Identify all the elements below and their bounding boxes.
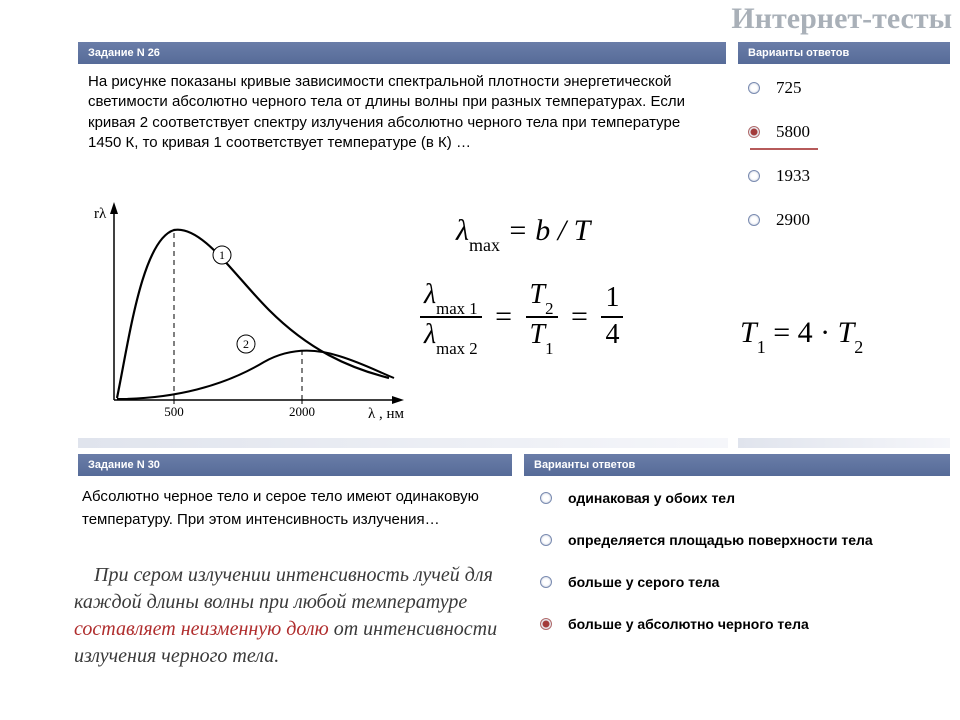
selected-underline: [750, 148, 818, 150]
task1-answers: 725 5800 1933 2900: [748, 78, 948, 254]
answer-text: одинаковая у обоих тел: [568, 490, 735, 506]
answer-text: 5800: [776, 122, 810, 142]
answer-option[interactable]: больше у серого тела: [540, 574, 940, 590]
answer-option[interactable]: 725: [748, 78, 948, 98]
radio-icon: [748, 214, 760, 226]
answer-option[interactable]: больше у абсолютно черного тела: [540, 616, 940, 632]
radio-icon: [540, 576, 552, 588]
answer-option[interactable]: 2900: [748, 210, 948, 230]
answer-text: больше у серого тела: [568, 574, 719, 590]
answer-option[interactable]: 1933: [748, 166, 948, 186]
radio-icon: [540, 492, 552, 504]
answer-option[interactable]: определяется площадью поверхности тела: [540, 532, 940, 548]
radio-icon: [540, 618, 552, 630]
curve2-label: 2: [243, 337, 249, 351]
section-divider: [738, 438, 950, 448]
radio-icon: [748, 170, 760, 182]
blackbody-graph: 1 2 rλ 500 2000 λ , нм: [84, 200, 414, 430]
answer-text: определяется площадью поверхности тела: [568, 532, 873, 548]
answer-text: 725: [776, 78, 802, 98]
curve1-label: 1: [219, 248, 225, 262]
task2-header: Задание N 30: [78, 454, 512, 476]
task1-header: Задание N 26: [78, 42, 726, 64]
x-axis-label: λ , нм: [368, 406, 405, 422]
formula-area: λmax = b / T λmax 1 λmax 2 = T2 T1 = 1 4: [420, 210, 720, 430]
answer-text: больше у абсолютно черного тела: [568, 616, 809, 632]
y-axis-label: rλ: [94, 206, 107, 222]
answer-option[interactable]: 5800: [748, 122, 948, 142]
task1-answers-header: Варианты ответов: [738, 42, 950, 64]
answer-option[interactable]: одинаковая у обоих тел: [540, 490, 940, 506]
formula-wien: λmax = b / T: [456, 214, 720, 252]
x-tick-2000: 2000: [289, 404, 315, 419]
formula-result: T1 = 4 · T2: [740, 316, 863, 354]
task1-body: На рисунке показаны кривые зависимости с…: [88, 72, 708, 153]
formula-ratio: λmax 1 λmax 2 = T2 T1 = 1 4: [420, 280, 720, 354]
answer-text: 1933: [776, 166, 810, 186]
page-title: Интернет-тесты: [731, 2, 952, 36]
radio-icon: [540, 534, 552, 546]
task2-explanation: При сером излучении интенсивность лучей …: [74, 562, 514, 670]
radio-icon: [748, 82, 760, 94]
section-divider: [78, 438, 728, 448]
task2-body: Абсолютно черное тело и серое тело имеют…: [82, 486, 502, 531]
x-tick-500: 500: [164, 404, 184, 419]
answer-text: 2900: [776, 210, 810, 230]
task2-answers: одинаковая у обоих тел определяется площ…: [540, 490, 940, 658]
radio-icon: [748, 126, 760, 138]
task2-answers-header: Варианты ответов: [524, 454, 950, 476]
